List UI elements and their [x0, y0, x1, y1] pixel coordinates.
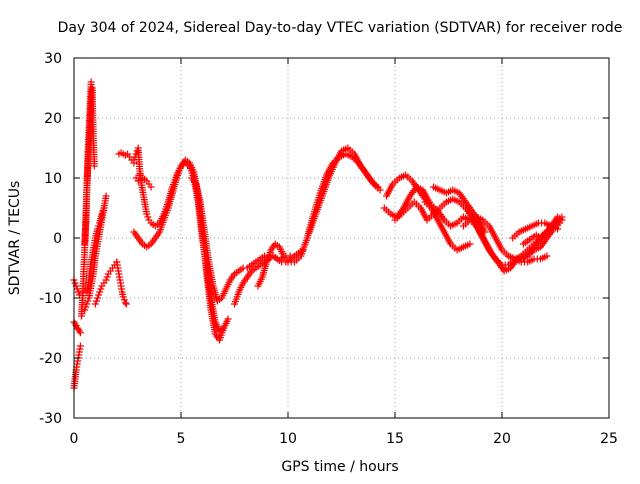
series-arc16: [254, 240, 288, 290]
data-point: [119, 293, 127, 301]
data-point: [87, 78, 95, 86]
data-point: [122, 300, 130, 308]
y-tick-label: 10: [44, 171, 62, 187]
series-arc12: [130, 156, 228, 344]
chart-title: Day 304 of 2024, Sidereal Day-to-day VTE…: [58, 20, 623, 36]
data-point: [134, 177, 142, 185]
data-point: [95, 291, 103, 299]
data-point: [81, 306, 89, 314]
y-axis-label: SDTVAR / TECUs: [7, 181, 23, 296]
y-tick-label: 0: [53, 231, 62, 247]
data-point: [558, 216, 566, 224]
y-tick-label: 30: [44, 51, 62, 67]
data-point: [554, 225, 562, 233]
data-point: [71, 279, 79, 287]
y-tick-label: -20: [39, 351, 62, 367]
data-point: [224, 315, 232, 323]
data-point: [102, 276, 110, 284]
data-point: [98, 210, 106, 218]
data-points: [70, 78, 566, 392]
grid: [74, 58, 609, 418]
x-tick-label: 10: [279, 431, 297, 447]
data-point: [76, 342, 84, 350]
data-point: [94, 225, 102, 233]
series-arc13: [132, 171, 155, 191]
data-point: [143, 210, 151, 218]
series-arc7: [83, 204, 108, 296]
data-point: [96, 288, 104, 296]
y-tick-label: -30: [39, 411, 62, 427]
series-arc8: [91, 258, 121, 308]
data-point: [133, 147, 141, 155]
x-tick-label: 15: [386, 431, 404, 447]
series-arc3: [70, 342, 84, 392]
data-point: [76, 329, 84, 337]
data-point: [120, 296, 128, 304]
series-arc23: [421, 198, 474, 254]
series-arc25: [504, 252, 551, 266]
data-point: [144, 213, 152, 221]
ticks: 0 5 10 15 20 25 -30 -20 -10 0 10 20 30: [39, 51, 618, 447]
data-point: [90, 162, 98, 170]
data-point: [82, 303, 90, 311]
data-point: [95, 222, 103, 230]
series-arc9: [113, 258, 130, 308]
series-arc27: [519, 213, 566, 248]
y-tick-label: 20: [44, 111, 62, 127]
data-point: [94, 294, 102, 302]
series-arc14: [188, 174, 294, 305]
data-point: [91, 300, 99, 308]
series-arc2: [70, 318, 84, 337]
data-point: [103, 273, 111, 281]
data-point: [121, 299, 129, 307]
series-arc18: [305, 144, 384, 236]
data-point: [280, 252, 288, 260]
data-point: [83, 300, 91, 308]
x-axis-label: GPS time / hours: [281, 459, 398, 475]
data-point: [481, 228, 489, 236]
data-point: [100, 204, 108, 212]
data-point: [220, 324, 228, 332]
y-tick-label: -10: [39, 291, 62, 307]
x-tick-label: 0: [70, 431, 79, 447]
data-point: [74, 288, 82, 296]
series-arc5: [81, 84, 98, 248]
data-point: [543, 252, 551, 260]
data-point: [92, 297, 100, 305]
x-tick-label: 5: [177, 431, 186, 447]
x-tick-label: 20: [493, 431, 511, 447]
data-point: [102, 192, 110, 200]
x-tick-label: 25: [600, 431, 618, 447]
data-point: [376, 186, 384, 194]
data-point: [97, 285, 105, 293]
data-point: [147, 183, 155, 191]
data-point: [84, 297, 92, 305]
data-point: [99, 207, 107, 215]
data-point: [466, 240, 474, 248]
